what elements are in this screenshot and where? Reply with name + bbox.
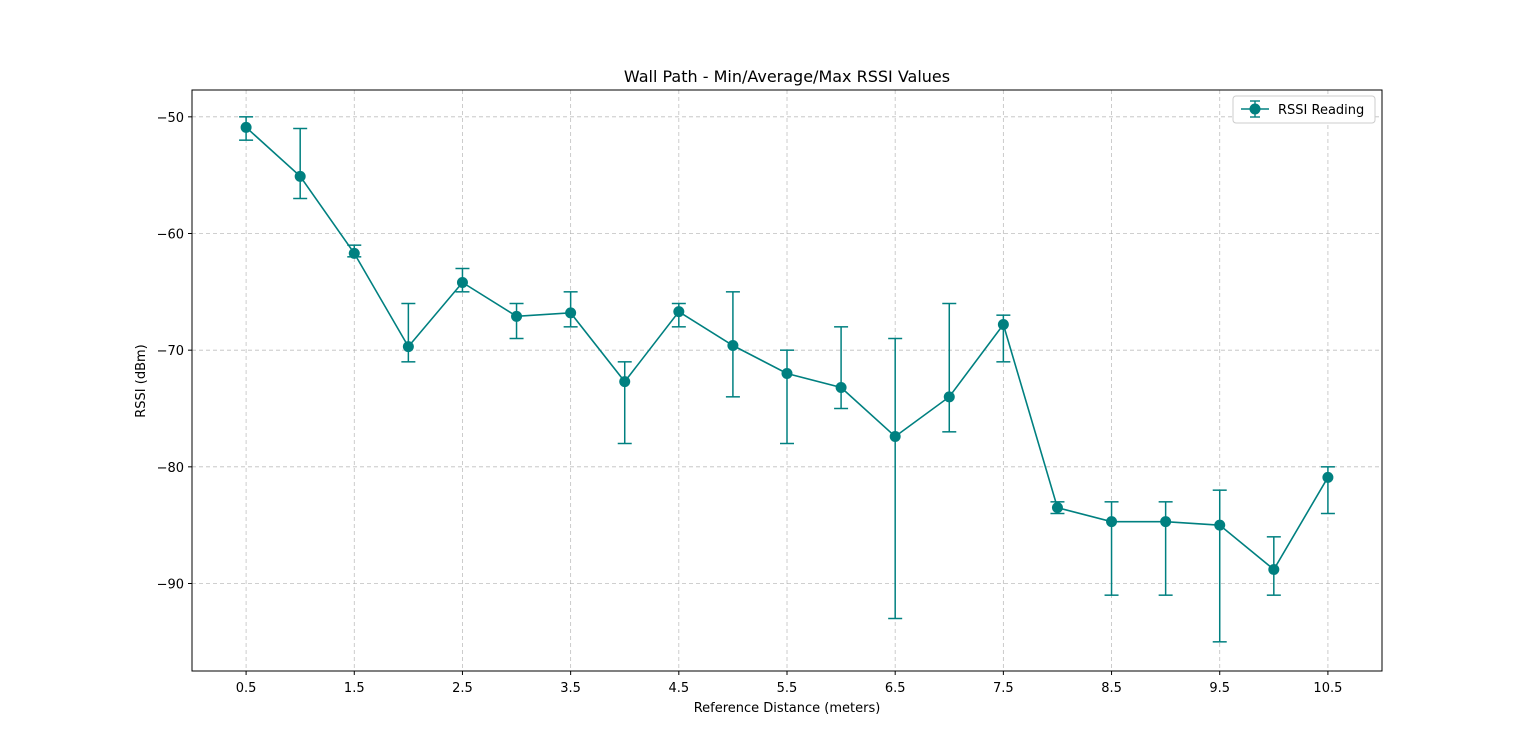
y-axis-ticks: −90 −80 −70 −60 −50 (157, 111, 192, 593)
x-axis-label: Reference Distance (meters) (694, 701, 881, 716)
y-tick-label: −50 (157, 111, 184, 126)
x-tick-label: 0.5 (236, 681, 257, 696)
data-point (1322, 471, 1334, 483)
x-tick-label: 1.5 (344, 681, 365, 696)
legend-point-marker (1249, 103, 1261, 115)
data-point (294, 170, 306, 182)
data-point (835, 382, 847, 393)
x-axis-ticks: 0.5 1.5 2.5 3.5 4.5 5.5 6.5 7.5 8.5 9.5 10.5 (236, 671, 1342, 696)
data-point (1214, 519, 1226, 531)
x-tick-label: 5.5 (777, 681, 798, 696)
y-axis-label: RSSI (dBm) (134, 344, 149, 417)
data-point (1051, 502, 1063, 514)
data-point (240, 121, 252, 133)
legend-box (1232, 95, 1376, 124)
data-point (673, 306, 685, 318)
data-point (511, 310, 523, 322)
x-tick-label: 10.5 (1313, 681, 1342, 696)
data-point (943, 391, 955, 403)
data-points (240, 121, 1334, 575)
chart-title: Wall Path - Min/Average/Max RSSI Values (624, 67, 950, 86)
legend: RSSI Reading (1232, 95, 1376, 124)
x-tick-label: 3.5 (560, 681, 581, 696)
data-point (348, 247, 360, 259)
x-tick-label: 8.5 (1101, 681, 1122, 696)
data-point (1268, 564, 1280, 575)
data-point (781, 368, 793, 379)
y-tick-label: −70 (157, 344, 184, 359)
data-point (402, 341, 414, 353)
x-tick-label: 4.5 (668, 681, 689, 696)
data-point (456, 277, 468, 288)
x-tick-label: 2.5 (452, 681, 473, 696)
data-point (565, 307, 577, 319)
data-point (1160, 516, 1172, 528)
data-point (997, 319, 1009, 330)
data-point (1106, 516, 1118, 528)
y-tick-label: −60 (157, 228, 184, 243)
x-tick-label: 7.5 (993, 681, 1014, 696)
data-point (727, 340, 739, 351)
data-point (889, 431, 901, 442)
x-tick-label: 9.5 (1209, 681, 1230, 696)
y-tick-label: −80 (157, 461, 184, 476)
legend-entry-label: RSSI Reading (1278, 103, 1364, 118)
data-point (619, 376, 631, 388)
x-tick-label: 6.5 (885, 681, 906, 696)
y-tick-label: −90 (157, 578, 184, 593)
